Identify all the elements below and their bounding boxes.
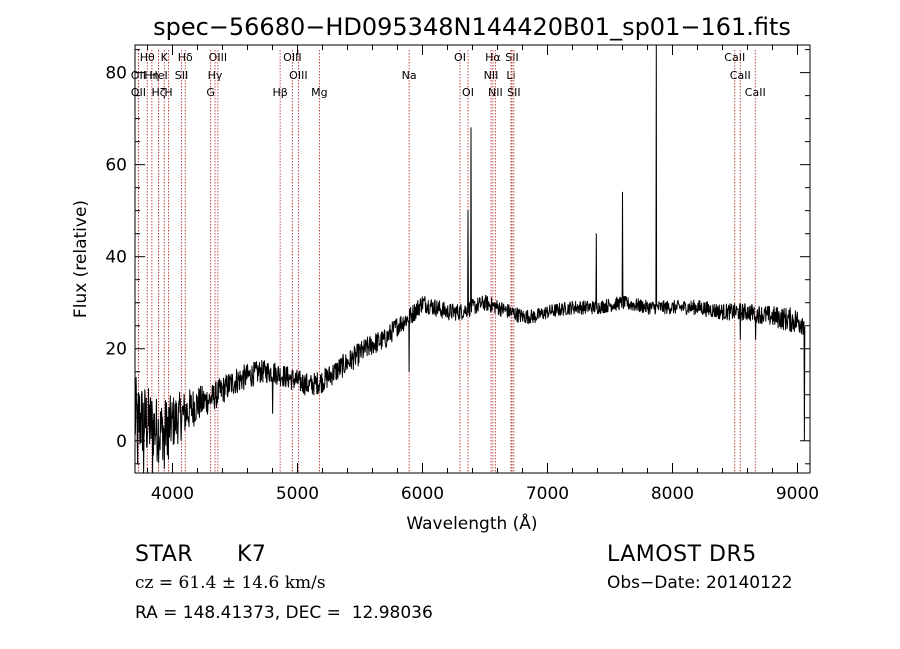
x-tick-label: 8000 <box>651 484 694 504</box>
x-axis-label: Wavelength (Å) <box>406 512 537 534</box>
spectral-line-label: Hθ <box>140 51 155 64</box>
spectral-line-label: Hζ <box>151 86 165 99</box>
spectral-line-label: CaII <box>745 86 766 99</box>
x-tick-label: 4000 <box>151 484 194 504</box>
spectral-line-label: Mg <box>311 86 327 99</box>
plot-frame <box>134 44 811 474</box>
observation-date: Obs−Date: 20140122 <box>607 573 793 593</box>
chart-title: spec−56680−HD095348N144420B01_sp01−161.f… <box>153 13 791 41</box>
spectral-line-label: OIII <box>283 51 301 64</box>
spectral-line-label: G <box>206 86 215 99</box>
spectral-subclass: K7 <box>237 542 267 567</box>
spectral-line-label: CaII <box>730 69 751 82</box>
y-tick-label: 40 <box>105 248 127 268</box>
spectral-line-label: Li <box>506 69 515 82</box>
survey-name: LAMOST DR5 <box>607 542 757 567</box>
y-tick-label: 80 <box>105 64 127 84</box>
x-tick-label: 7000 <box>526 484 569 504</box>
spectral-line-label: Hβ <box>272 86 287 99</box>
axes: 4000 5000 6000 7000 8000 9000 0 20 40 60 80 <box>105 45 819 504</box>
spectral-line-label: OIII <box>289 69 307 82</box>
spectral-line-label: SII <box>175 69 188 82</box>
spectral-line-label: OII <box>131 86 146 99</box>
spectral-line-label: SII <box>507 86 520 99</box>
y-tick-label: 60 <box>105 156 127 176</box>
spectral-line-label: Na <box>402 69 417 82</box>
x-tick-label: 6000 <box>401 484 444 504</box>
spectral-line-label: OI <box>462 86 474 99</box>
redshift-velocity: cz = 61.4 ± 14.6 km/s <box>135 573 326 593</box>
spectral-line-label: NII <box>484 69 499 82</box>
spectral-line-label: Hη <box>144 69 159 82</box>
x-tick-label: 5000 <box>276 484 319 504</box>
spectral-line-label: Hα <box>485 51 501 64</box>
spectral-line-label: NII <box>488 86 503 99</box>
y-tick-label: 0 <box>116 432 127 452</box>
x-tick-label: 9000 <box>776 484 819 504</box>
spectrum-line <box>134 44 806 474</box>
coordinates: RA = 148.41373, DEC = 12.98036 <box>135 603 433 623</box>
y-tick-label: 20 <box>105 340 127 360</box>
spectral-line-label: H <box>164 86 172 99</box>
object-class: STAR <box>135 542 194 567</box>
spectral-line-label: CaII <box>724 51 745 64</box>
y-axis-label: Flux (relative) <box>71 200 91 318</box>
spectrum-series <box>134 44 806 474</box>
spectral-line-label: K <box>161 51 169 64</box>
spectral-line-label: SII <box>505 51 518 64</box>
spectral-line-label: Hδ <box>178 51 193 64</box>
spectral-line-label: Hγ <box>208 69 223 82</box>
spectral-line-label: OI <box>454 51 466 64</box>
spectral-line-label: OIII <box>209 51 227 64</box>
